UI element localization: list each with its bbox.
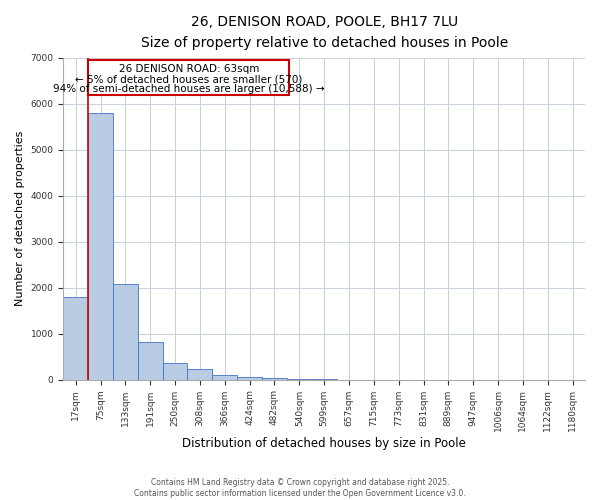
Text: 26 DENISON ROAD: 63sqm: 26 DENISON ROAD: 63sqm	[119, 64, 259, 74]
Bar	[88, 60, 289, 96]
Y-axis label: Number of detached properties: Number of detached properties	[15, 131, 25, 306]
X-axis label: Distribution of detached houses by size in Poole: Distribution of detached houses by size …	[182, 437, 466, 450]
Bar	[88, 113, 113, 380]
Bar	[262, 378, 287, 380]
Text: 94% of semi-detached houses are larger (10,588) →: 94% of semi-detached houses are larger (…	[53, 84, 325, 94]
Text: Contains HM Land Registry data © Crown copyright and database right 2025.
Contai: Contains HM Land Registry data © Crown c…	[134, 478, 466, 498]
Bar	[113, 284, 138, 380]
Bar	[237, 377, 262, 380]
Bar	[163, 363, 187, 380]
Text: ← 5% of detached houses are smaller (570): ← 5% of detached houses are smaller (570…	[75, 74, 302, 85]
Bar	[63, 297, 88, 380]
Bar	[138, 342, 163, 380]
Bar	[187, 370, 212, 380]
Bar	[212, 375, 237, 380]
Title: 26, DENISON ROAD, POOLE, BH17 7LU
Size of property relative to detached houses i: 26, DENISON ROAD, POOLE, BH17 7LU Size o…	[140, 15, 508, 50]
